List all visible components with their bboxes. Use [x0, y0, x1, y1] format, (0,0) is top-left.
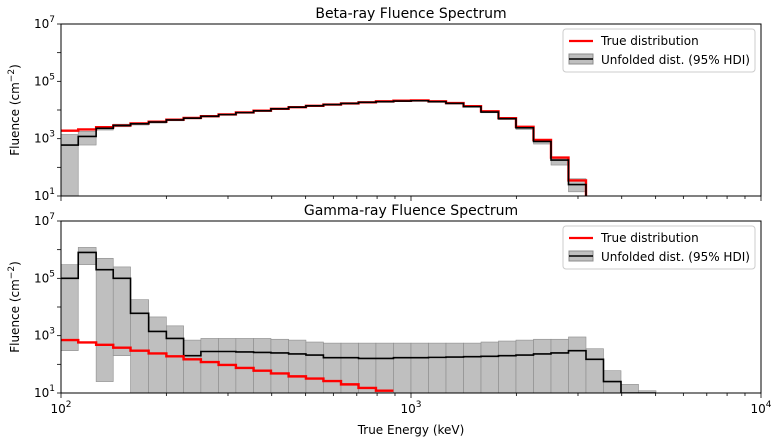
unfolded-distribution-line: [61, 251, 656, 393]
hdi-band-bar: [533, 338, 552, 393]
y-tick-label: 103: [34, 130, 55, 146]
beta-plot-area: 101 103 105 107: [34, 15, 762, 203]
beta-chart-title: Beta-ray Fluence Spectrum: [315, 6, 506, 22]
hdi-band-bar: [410, 342, 429, 393]
hdi-band-bar: [253, 338, 272, 393]
hdi-band-bar: [393, 342, 412, 393]
y-tick-label: 101: [34, 384, 55, 400]
hdi-band-bar: [620, 384, 639, 393]
beta-y-axis-label: Fluence (cm−2): [7, 64, 22, 156]
hdi-band-bar: [270, 338, 289, 393]
y-tick-label: 103: [34, 327, 55, 343]
hdi-band-bar: [112, 266, 131, 357]
hdi-band-bar: [568, 336, 587, 393]
gamma-plot-area: 101 103 105 107 102 103 104: [34, 212, 772, 416]
y-tick-label: 105: [34, 269, 55, 285]
x-tick-label: 104: [750, 400, 771, 416]
hdi-band-bar: [61, 264, 79, 351]
legend-unfolded-label: Unfolded dist. (95% HDI): [601, 250, 750, 264]
hdi-band-bar: [515, 339, 534, 393]
legend-unfolded-label: Unfolded dist. (95% HDI): [601, 53, 750, 67]
legend-true-label: True distribution: [600, 231, 699, 245]
hdi-band-bar: [428, 342, 447, 393]
x-tick-label: 102: [50, 400, 71, 416]
plot-content: [61, 99, 588, 196]
legend-frame: [562, 225, 756, 270]
hdi-band-bar: [585, 348, 604, 393]
legend-true-label: True distribution: [600, 34, 699, 48]
true-distribution-line: [61, 338, 394, 392]
x-axis-label: True Energy (keV): [357, 423, 465, 437]
hdi-band-bar: [550, 338, 569, 393]
hdi-band-bar: [480, 341, 499, 393]
hdi-band-bar: [445, 342, 464, 393]
hdi-band-bar: [183, 339, 202, 393]
legend-frame: [562, 28, 756, 73]
gamma-legend: True distribution Unfolded dist. (95% HD…: [562, 225, 756, 270]
plot-content: [61, 247, 657, 393]
hdi-band-bar: [61, 134, 79, 196]
hdi-band-bar: [166, 325, 184, 393]
y-tick-label: 101: [34, 187, 55, 203]
hdi-band-bar: [463, 342, 482, 393]
gamma-y-axis-label: Fluence (cm−2): [7, 261, 22, 353]
hdi-band-bar: [77, 131, 97, 146]
y-tick-label: 105: [34, 72, 55, 88]
y-tick-label: 107: [34, 15, 55, 31]
hdi-band-bar: [288, 339, 307, 393]
hdi-band-bar: [358, 342, 377, 393]
hdi-band-bar: [375, 342, 394, 393]
unfolded-distribution-line: [61, 99, 587, 196]
hdi-band-bar: [305, 341, 324, 393]
gamma-panel: Gamma-ray Fluence Spectrum 1011031051071…: [7, 203, 772, 437]
hdi-band-bar: [148, 316, 167, 393]
hdi-band-bar: [200, 338, 219, 393]
hdi-band-bar: [235, 338, 254, 393]
y-tick-label: 107: [34, 212, 55, 228]
hdi-band-bar: [77, 247, 97, 265]
x-tick-label: 103: [400, 400, 421, 416]
hdi-band-bar: [95, 257, 114, 382]
hdi-band-bar: [498, 340, 517, 393]
beta-legend: True distribution Unfolded dist. (95% HD…: [562, 28, 756, 73]
gamma-chart-title: Gamma-ray Fluence Spectrum: [304, 203, 518, 219]
hdi-band-bar: [323, 342, 342, 393]
